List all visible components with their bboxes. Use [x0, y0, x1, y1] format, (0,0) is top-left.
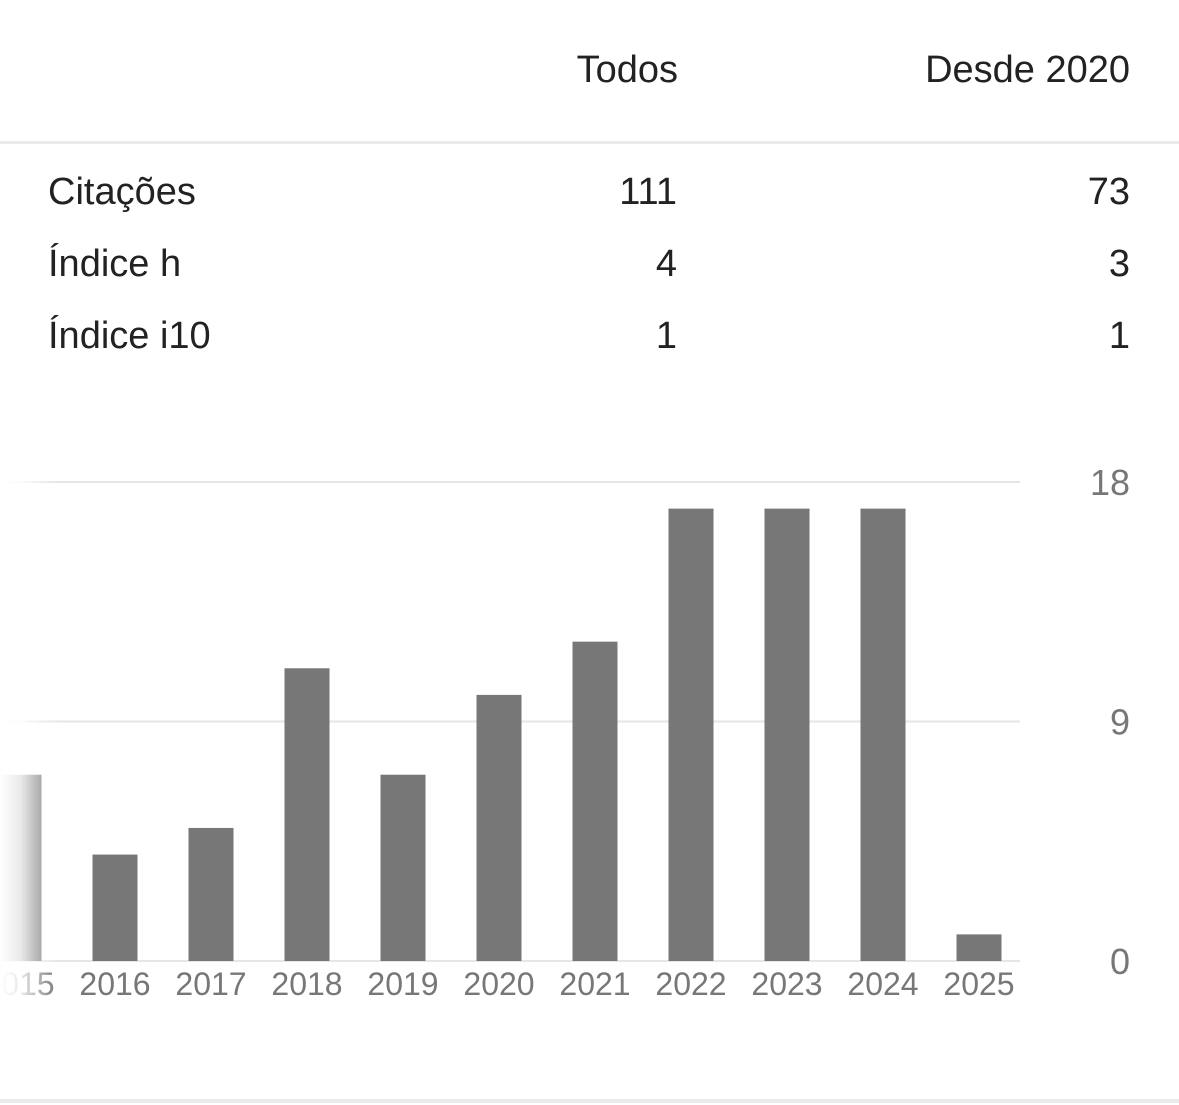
row-label: Índice i10	[48, 315, 211, 357]
column-header-since-2020: Desde 2020	[925, 49, 1130, 91]
header-divider	[0, 141, 1179, 144]
stats-row-h-index: Índice h 4 3	[0, 242, 1179, 302]
bar-2018[interactable]	[284, 668, 330, 961]
value-since: 3	[1108, 243, 1130, 285]
citations-per-year-chart: 0 9 18 2015 2016 2017 2018 2019 2020 2021 2022 2023…	[0, 462, 1130, 1002]
x-tick-label: 2018	[271, 966, 342, 1002]
stats-row-i10-index: Índice i10 1 1	[0, 314, 1179, 374]
bar-2015[interactable]	[0, 774, 42, 961]
x-tick-label: 2017	[175, 966, 246, 1002]
value-since: 73	[1087, 171, 1130, 213]
x-tick-label: 2025	[943, 966, 1014, 1002]
x-tick-label: 2015	[0, 966, 55, 1002]
bar-2023[interactable]	[764, 508, 810, 961]
y-tick-label: 9	[1110, 702, 1130, 743]
y-tick-label: 0	[1110, 941, 1130, 982]
bar-2024[interactable]	[860, 508, 906, 961]
value-all: 4	[655, 243, 677, 285]
x-tick-label: 2019	[367, 966, 438, 1002]
x-tick-label: 2016	[79, 966, 150, 1002]
bottom-divider	[0, 1099, 1179, 1103]
stats-row-citations: Citações 111 73	[0, 170, 1179, 230]
bar-2021[interactable]	[572, 641, 618, 961]
value-all: 1	[655, 315, 677, 357]
bar-2019[interactable]	[380, 774, 426, 961]
citation-stats-table: Todos Desde 2020 Citações 111 73 Índice …	[0, 0, 1179, 370]
x-tick-label: 2020	[463, 966, 534, 1002]
bar-2020[interactable]	[476, 694, 522, 961]
value-all: 111	[619, 171, 677, 213]
bar-2022[interactable]	[668, 508, 714, 961]
x-tick-label: 2023	[751, 966, 822, 1002]
value-since: 1	[1108, 315, 1130, 357]
y-tick-label: 18	[1090, 462, 1130, 503]
bar-2017[interactable]	[188, 827, 234, 961]
row-label: Índice h	[48, 243, 182, 285]
bar-2016[interactable]	[92, 854, 138, 961]
x-tick-label: 2022	[655, 966, 726, 1002]
column-header-all: Todos	[576, 49, 678, 91]
bar-2025[interactable]	[956, 934, 1002, 961]
row-label: Citações	[48, 171, 196, 213]
x-tick-label: 2024	[847, 966, 918, 1002]
x-tick-label: 2021	[559, 966, 630, 1002]
